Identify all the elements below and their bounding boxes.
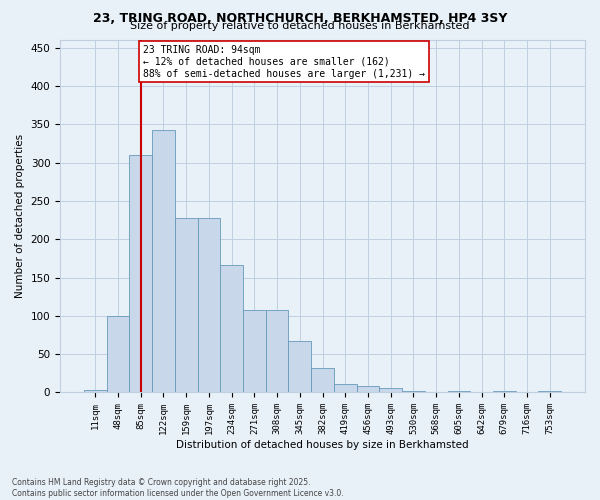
Bar [197, 218, 220, 392]
Text: Size of property relative to detached houses in Berkhamsted: Size of property relative to detached ho… [130, 21, 470, 31]
Bar [130, 155, 152, 392]
Bar [107, 316, 130, 392]
Bar [311, 368, 334, 392]
Bar [402, 391, 425, 392]
Bar [152, 130, 175, 392]
Bar [84, 390, 107, 392]
Bar [266, 310, 289, 392]
X-axis label: Distribution of detached houses by size in Berkhamsted: Distribution of detached houses by size … [176, 440, 469, 450]
Bar [448, 391, 470, 392]
Text: 23 TRING ROAD: 94sqm
← 12% of detached houses are smaller (162)
88% of semi-deta: 23 TRING ROAD: 94sqm ← 12% of detached h… [143, 46, 425, 78]
Text: Contains HM Land Registry data © Crown copyright and database right 2025.
Contai: Contains HM Land Registry data © Crown c… [12, 478, 344, 498]
Bar [175, 218, 197, 392]
Bar [538, 391, 561, 392]
Bar [220, 264, 243, 392]
Bar [334, 384, 356, 392]
Bar [356, 386, 379, 392]
Text: 23, TRING ROAD, NORTHCHURCH, BERKHAMSTED, HP4 3SY: 23, TRING ROAD, NORTHCHURCH, BERKHAMSTED… [93, 12, 507, 24]
Bar [289, 341, 311, 392]
Bar [493, 391, 515, 392]
Bar [379, 388, 402, 392]
Y-axis label: Number of detached properties: Number of detached properties [15, 134, 25, 298]
Bar [243, 310, 266, 392]
